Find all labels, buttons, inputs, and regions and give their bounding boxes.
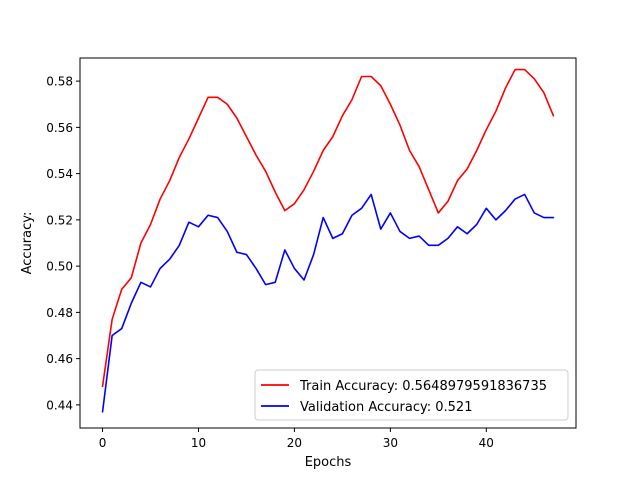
y-tick-label: 0.58 [46,75,73,89]
series-line-train [101,68,555,388]
y-tick-label: 0.48 [46,306,73,320]
x-tick-label: 0 [99,436,107,450]
y-tick-label: 0.56 [46,121,73,135]
x-tick-label: 20 [287,436,302,450]
y-axis-label: Accuracy: [20,212,35,275]
x-axis-label: Epochs [305,455,352,470]
legend-label-validation: Validation Accuracy: 0.521 [300,400,472,415]
legend: Train Accuracy: 0.5648979591836735 Valid… [254,369,569,421]
y-tick-label: 0.54 [46,167,73,181]
x-tick-label: 40 [479,436,494,450]
x-tick-label: 10 [191,436,206,450]
legend-box [254,369,569,421]
series-line-validation [101,193,555,413]
y-tick-label: 0.46 [46,352,73,366]
y-tick-label: 0.50 [46,260,73,274]
y-tick-label: 0.44 [46,398,73,412]
axes-frame [79,57,577,429]
x-tick-label: 30 [383,436,398,450]
legend-label-train: Train Accuracy: 0.5648979591836735 [299,379,547,394]
y-tick-label: 0.52 [46,213,73,227]
